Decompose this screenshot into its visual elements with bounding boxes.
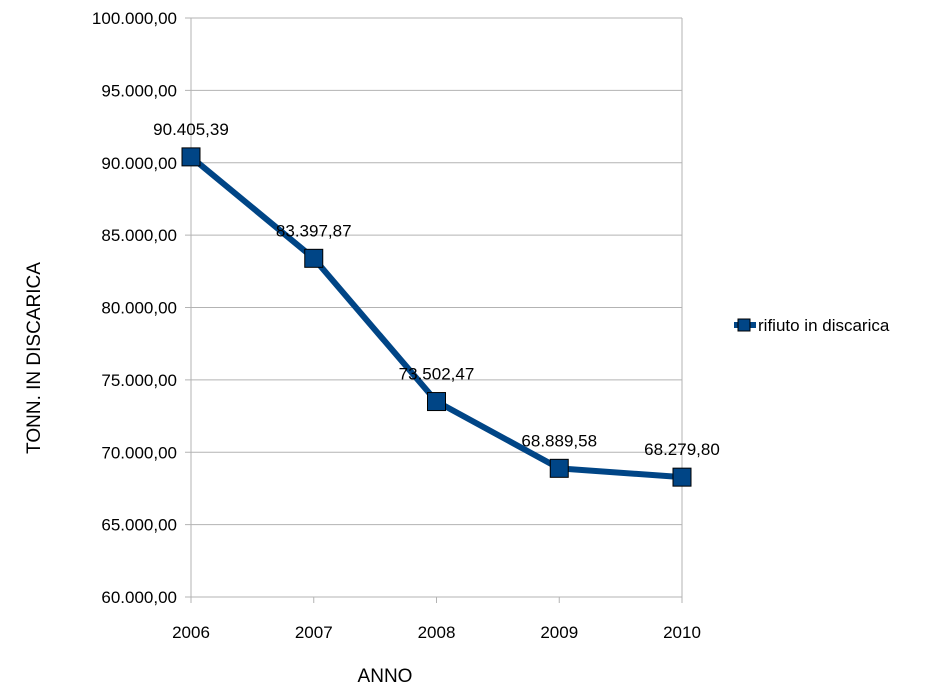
y-tick-label: 95.000,00	[101, 81, 177, 100]
y-tick-label: 60.000,00	[101, 588, 177, 607]
data-label: 68.889,58	[521, 431, 597, 450]
data-label: 68.279,80	[644, 440, 720, 459]
axes	[185, 17, 683, 603]
data-point-marker	[181, 147, 201, 167]
legend-marker	[737, 318, 751, 332]
y-tick-label: 80.000,00	[101, 299, 177, 318]
data-labels: 90.405,39 83.397,87 73.502,47 68.889,58 68.2…	[153, 120, 720, 459]
y-tick-label: 75.000,00	[101, 371, 177, 390]
x-tick-labels: 2006 2007 2008 2009 2010	[172, 623, 701, 642]
data-label: 83.397,87	[276, 221, 352, 240]
data-point-marker	[304, 248, 324, 268]
y-tick-label: 65.000,00	[101, 516, 177, 535]
x-tick-label: 2009	[540, 623, 578, 642]
y-tick-label: 85.000,00	[101, 226, 177, 245]
data-label: 73.502,47	[399, 365, 475, 384]
x-axis-title: ANNO	[358, 666, 413, 685]
y-tick-label: 90.000,00	[101, 154, 177, 173]
x-tick-label: 2008	[418, 623, 456, 642]
data-point-marker	[427, 392, 446, 412]
x-tick-label: 2010	[663, 623, 701, 642]
legend-label: rifiuto in discarica	[758, 316, 890, 335]
data-point-marker	[672, 467, 692, 487]
y-axis-title: TONN. IN DISCARICA	[24, 262, 45, 454]
y-tick-labels: 60.000,00 65.000,00 70.000,00 75.000,00 80.0…	[92, 9, 177, 607]
series-layer	[181, 147, 692, 487]
y-tick-label: 70.000,00	[101, 443, 177, 462]
data-label: 90.405,39	[153, 120, 229, 139]
legend: rifiuto in discarica	[734, 316, 890, 335]
series-line	[189, 154, 683, 481]
data-point-marker	[549, 458, 569, 478]
x-tick-label: 2006	[172, 623, 210, 642]
x-tick-label: 2007	[295, 623, 333, 642]
grid-lines	[191, 17, 682, 598]
y-tick-label: 100.000,00	[92, 9, 177, 28]
